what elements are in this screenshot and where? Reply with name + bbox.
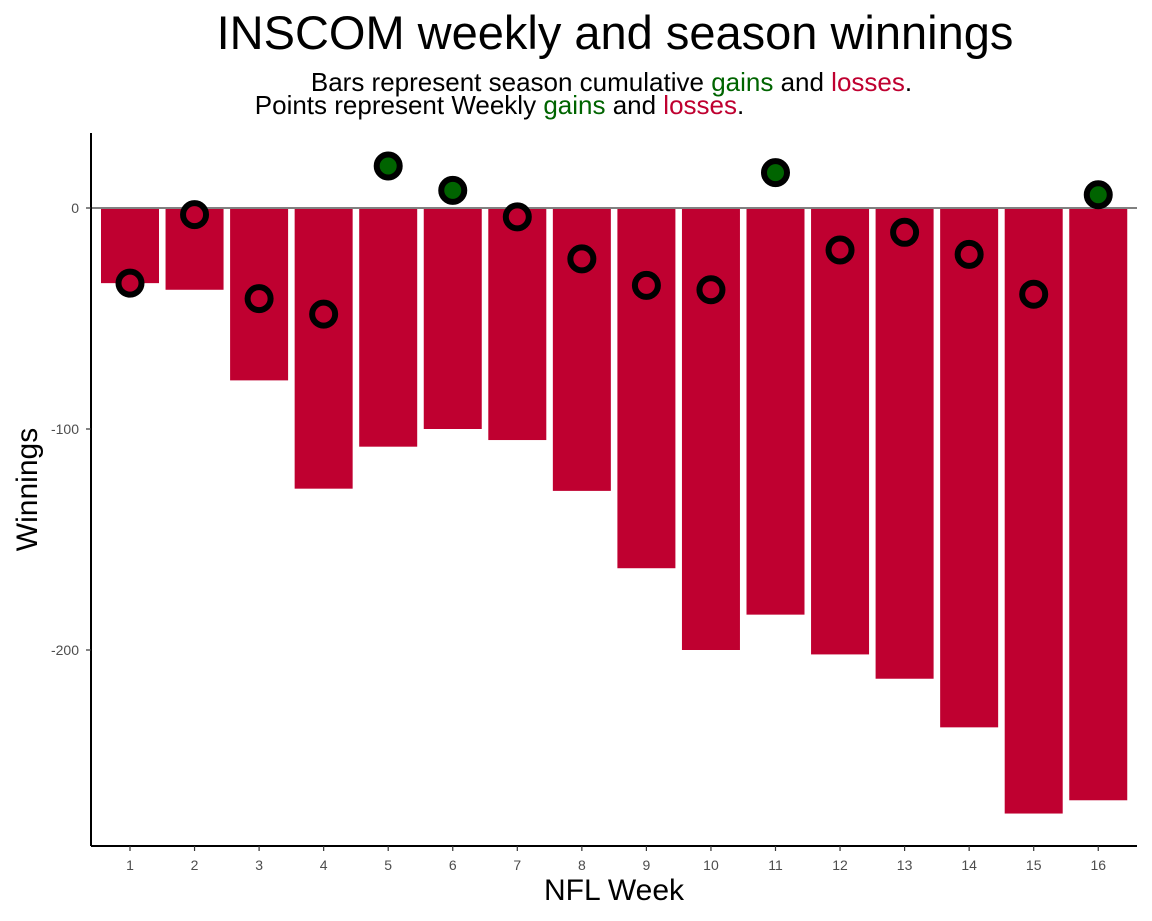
subtitle-gains-word: gains [711,67,774,97]
x-tick-label: 9 [643,857,651,873]
subtitle-period: . [904,67,913,97]
subtitle-and-word: and [605,90,664,120]
x-tick-label: 8 [578,857,586,873]
x-tick-label: 14 [961,857,977,873]
x-tick-label: 2 [191,857,199,873]
x-tick-label: 3 [255,857,263,873]
cumulative-bar [617,208,676,569]
cumulative-bar [811,208,870,655]
weekly-point [631,270,661,300]
chart-title: INSCOM weekly and season winnings [216,6,1014,59]
cumulative-bar [423,208,482,429]
subtitle-losses-word: losses [663,90,737,120]
bars-layer [101,208,1128,814]
x-tick-label: 16 [1090,857,1106,873]
weekly-point [373,151,403,181]
x-tick-label: 13 [897,857,913,873]
cumulative-bar [746,208,805,615]
x-tick-label: 1 [126,857,134,873]
weekly-point [567,244,597,274]
weekly-point [825,235,855,265]
subtitle-period: . [737,90,745,120]
weekly-point [244,284,274,314]
y-axis-title: Winnings [11,428,44,551]
x-tick-label: 12 [832,857,848,873]
weekly-point [954,239,984,269]
weekly-point [309,299,339,329]
cumulative-bar [1004,208,1063,814]
y-tick-label: 0 [71,200,79,216]
x-tick-label: 11 [768,857,783,873]
weekly-point [696,275,726,305]
weekly-point [115,268,145,298]
x-tick-label: 5 [384,857,392,873]
cumulative-bar [359,208,418,447]
subtitle-points-text: Points represent Weekly [254,90,544,120]
subtitle-bars-text: Bars represent season cumulative [310,67,712,97]
weekly-point [438,175,468,205]
x-tick-label: 6 [449,857,457,873]
x-axis-title: NFL Week [544,874,685,907]
weekly-point [502,202,532,232]
cumulative-bar [294,208,353,489]
x-tick-label: 15 [1026,857,1042,873]
subtitle-losses-word: losses [831,67,905,97]
y-tick-label: -200 [51,642,79,658]
subtitle-line-points: Points represent Weekly gains and losses… [0,92,1111,118]
subtitle-and-word: and [773,67,832,97]
subtitle-line-bars: Bars represent season cumulative gains a… [0,69,1152,95]
cumulative-bar [940,208,999,728]
cumulative-bar [488,208,547,441]
weekly-point [1083,180,1113,210]
cumulative-bar [681,208,740,650]
x-tick-label: 4 [320,857,328,873]
subtitle-gains-word: gains [543,90,606,120]
y-tick-label: -100 [51,421,79,437]
weekly-point [890,217,920,247]
weekly-point [761,158,790,188]
weekly-point [180,200,210,230]
weekly-point [1019,279,1049,309]
x-tick-label: 10 [703,857,719,873]
cumulative-bar [1069,208,1128,801]
cumulative-bar [875,208,934,679]
x-tick-label: 7 [513,857,521,873]
points-layer [115,151,1113,329]
